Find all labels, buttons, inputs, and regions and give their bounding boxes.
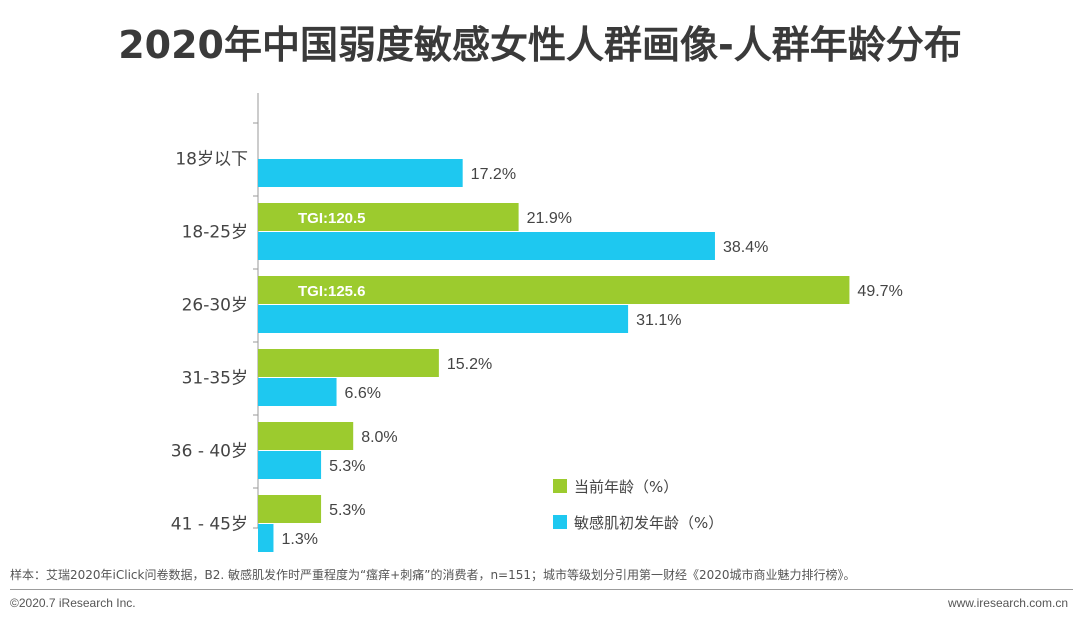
bar-onset-age xyxy=(258,451,322,479)
legend-swatch xyxy=(553,479,567,493)
category-label: 18岁以下 xyxy=(175,150,248,170)
data-label: 38.4% xyxy=(723,239,768,256)
bar-chart: 18岁以下 17.2% 18-25岁 21.9% 38.4% 26-30岁 49.7% 31.… xyxy=(171,93,903,552)
data-label: 15.2% xyxy=(447,356,492,373)
category-label: 41 - 45岁 xyxy=(171,515,248,535)
chart-title: 2020年中国弱度敏感女性人群画像-人群年龄分布 xyxy=(118,23,962,67)
bar-current-age xyxy=(258,349,439,377)
bar-onset-age xyxy=(258,232,715,260)
data-label: 31.1% xyxy=(636,312,681,329)
copyright-text: ©2020.7 iResearch Inc. xyxy=(10,596,136,610)
data-label: 17.2% xyxy=(471,166,516,183)
tgi-annotation: TGI:120.5 xyxy=(298,210,366,227)
category-label: 36 - 40岁 xyxy=(171,442,248,462)
footer-divider xyxy=(10,589,1073,590)
category-label: 26-30岁 xyxy=(182,296,248,316)
category-label: 18-25岁 xyxy=(182,223,248,243)
bar-onset-age xyxy=(258,159,463,187)
data-label: 8.0% xyxy=(361,429,397,446)
legend-label: 敏感肌初发年龄（%） xyxy=(574,514,723,532)
bar-current-age xyxy=(258,422,354,450)
legend-label: 当前年龄（%） xyxy=(574,478,678,496)
category-label: 31-35岁 xyxy=(182,369,248,389)
bar-onset-age xyxy=(258,305,629,333)
data-label: 21.9% xyxy=(527,210,572,227)
tgi-annotation: TGI:125.6 xyxy=(298,283,366,300)
data-label: 5.3% xyxy=(329,458,365,475)
data-label: 5.3% xyxy=(329,502,365,519)
bar-current-age xyxy=(258,203,519,231)
bar-current-age xyxy=(258,495,322,523)
bar-current-age xyxy=(258,276,850,304)
data-label: 6.6% xyxy=(345,385,381,402)
sample-note: 样本：艾瑞2020年iClick问卷数据，B2. 敏感肌发作时严重程度为“瘙痒+… xyxy=(10,568,856,582)
website-link[interactable]: www.iresearch.com.cn xyxy=(947,596,1068,610)
legend-swatch xyxy=(553,515,567,529)
data-label: 49.7% xyxy=(857,283,902,300)
bar-onset-age xyxy=(258,378,337,406)
bar-onset-age xyxy=(258,524,274,552)
data-label: 1.3% xyxy=(281,531,317,548)
